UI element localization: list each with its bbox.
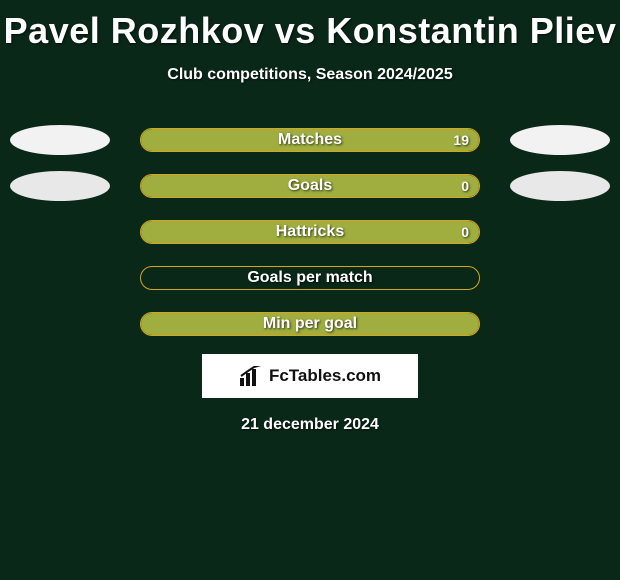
subtitle: Club competitions, Season 2024/2025 xyxy=(0,66,620,84)
right-value-ellipse xyxy=(510,171,610,201)
left-value-ellipse xyxy=(10,171,110,201)
stat-bar: Min per goal xyxy=(140,312,480,336)
stat-label: Min per goal xyxy=(141,313,479,335)
stat-bar: Goals per match xyxy=(140,266,480,290)
stat-bar: Hattricks0 xyxy=(140,220,480,244)
stat-row: Min per goal xyxy=(0,312,620,336)
bars-icon xyxy=(239,366,263,386)
stat-label: Hattricks xyxy=(141,221,479,243)
date-text: 21 december 2024 xyxy=(0,416,620,434)
stat-row: Goals0 xyxy=(0,174,620,198)
left-value-ellipse xyxy=(10,125,110,155)
stat-label: Goals xyxy=(141,175,479,197)
stat-right-value: 0 xyxy=(461,175,469,197)
stat-row: Matches19 xyxy=(0,128,620,152)
brand-box: FcTables.com xyxy=(202,354,418,398)
stat-bar: Matches19 xyxy=(140,128,480,152)
stat-row: Goals per match xyxy=(0,266,620,290)
stat-row: Hattricks0 xyxy=(0,220,620,244)
right-value-ellipse xyxy=(510,125,610,155)
brand-text: FcTables.com xyxy=(269,366,381,386)
stat-bar: Goals0 xyxy=(140,174,480,198)
stat-right-value: 19 xyxy=(453,129,469,151)
stat-label: Goals per match xyxy=(141,267,479,289)
stat-right-value: 0 xyxy=(461,221,469,243)
comparison-chart: Matches19Goals0Hattricks0Goals per match… xyxy=(0,128,620,336)
stat-label: Matches xyxy=(141,129,479,151)
page-title: Pavel Rozhkov vs Konstantin Pliev xyxy=(0,0,620,52)
